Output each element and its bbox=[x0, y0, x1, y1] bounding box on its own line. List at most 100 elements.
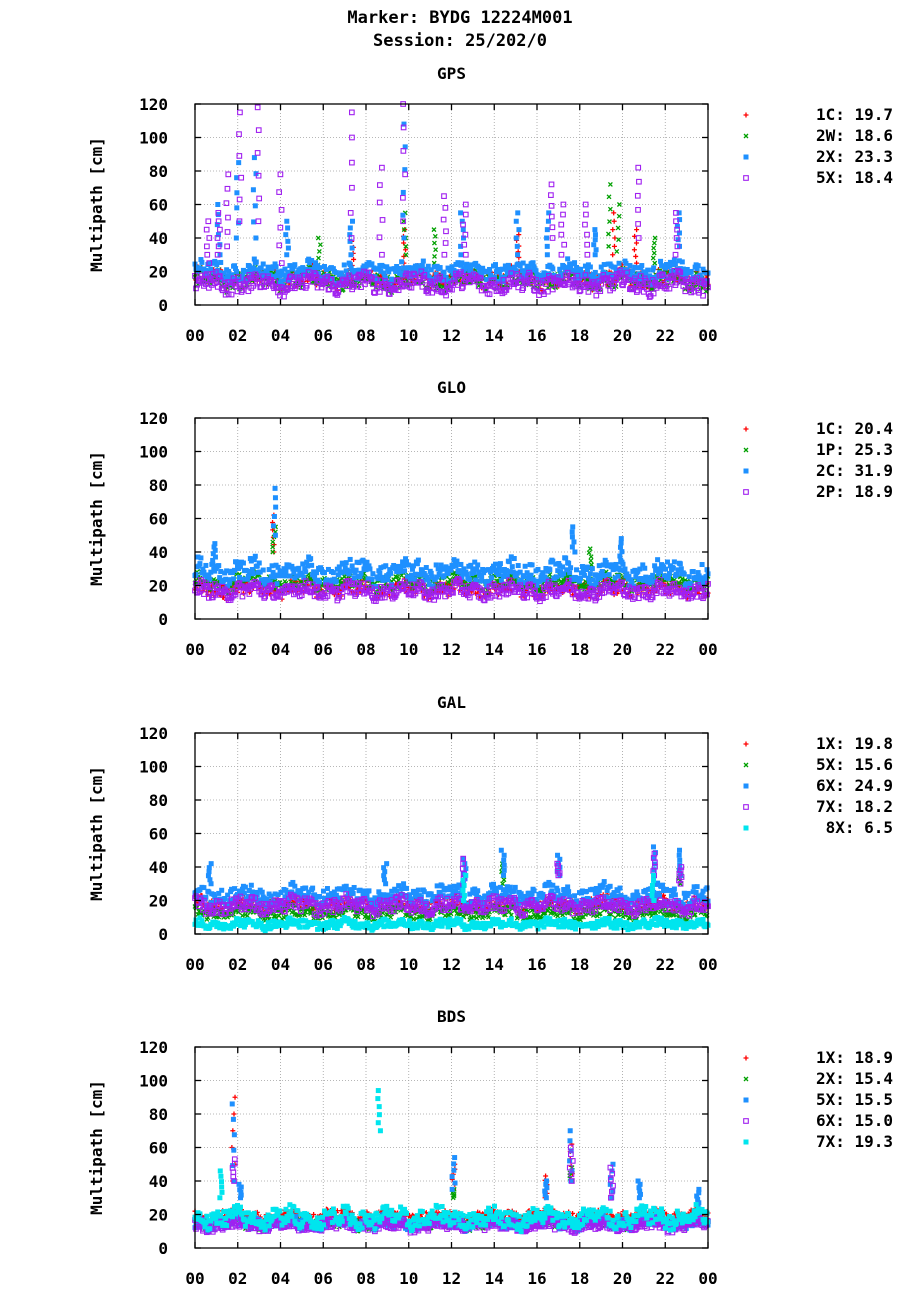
point-2x bbox=[592, 232, 598, 238]
point-1c bbox=[403, 247, 409, 253]
point-2c bbox=[699, 562, 705, 568]
point-2x bbox=[214, 222, 220, 228]
point-2x bbox=[396, 265, 402, 271]
y-tick-label: 80 bbox=[149, 162, 168, 181]
point-5x bbox=[237, 109, 243, 116]
point-2w bbox=[650, 255, 656, 261]
point-2c bbox=[296, 565, 302, 571]
point-2c bbox=[234, 559, 240, 565]
point-2c bbox=[203, 562, 209, 568]
point-2c bbox=[618, 540, 624, 546]
point-2c bbox=[547, 567, 553, 573]
x-tick-label: 00 bbox=[185, 640, 204, 659]
point-2c bbox=[458, 561, 464, 567]
point-2c bbox=[353, 567, 359, 573]
x-tick-label: 10 bbox=[399, 326, 418, 345]
point-2c bbox=[589, 566, 595, 572]
point-2x bbox=[513, 235, 519, 241]
point-5x bbox=[217, 226, 223, 233]
x-tick-label: 18 bbox=[570, 326, 589, 345]
legend-marker-5x bbox=[743, 175, 749, 181]
point-2c bbox=[665, 575, 671, 581]
legend-marker-1c bbox=[743, 112, 749, 118]
point-2w bbox=[652, 235, 658, 241]
point-2x bbox=[253, 235, 259, 241]
point-2x bbox=[348, 252, 354, 258]
x-tick-label: 00 bbox=[698, 326, 717, 345]
point-1p bbox=[587, 546, 593, 552]
point-2c bbox=[681, 571, 687, 577]
point-5x bbox=[205, 218, 212, 225]
legend-label-2p: 2P: 18.9 bbox=[816, 482, 893, 501]
y-tick-label: 20 bbox=[149, 263, 168, 282]
point-2x bbox=[593, 247, 599, 253]
point-5x bbox=[379, 251, 385, 258]
point-1c bbox=[631, 247, 637, 253]
point-2w bbox=[652, 260, 658, 266]
point-5x bbox=[636, 178, 642, 185]
point-2c bbox=[309, 562, 315, 568]
point-2c bbox=[568, 565, 574, 571]
point-5x bbox=[561, 241, 568, 248]
x-tick-label: 14 bbox=[485, 640, 504, 659]
x-tick-label: 04 bbox=[271, 326, 290, 345]
point-2x bbox=[544, 235, 550, 241]
point-2x bbox=[627, 263, 633, 269]
point-2w bbox=[651, 250, 657, 256]
point-2c bbox=[252, 553, 258, 559]
point-2c bbox=[415, 557, 421, 563]
point-2x bbox=[234, 269, 240, 275]
x-tick-label: 12 bbox=[442, 640, 461, 659]
point-5x bbox=[462, 211, 469, 218]
point-2x bbox=[572, 260, 578, 266]
point-5x bbox=[254, 104, 261, 111]
point-5x bbox=[379, 164, 385, 171]
point-2x bbox=[651, 265, 657, 271]
point-2x bbox=[233, 235, 239, 241]
point-2c bbox=[473, 577, 479, 583]
point-1c bbox=[611, 243, 617, 249]
x-tick-label: 02 bbox=[228, 640, 247, 659]
point-2c bbox=[240, 560, 246, 566]
x-tick-label: 08 bbox=[356, 640, 375, 659]
point-2w bbox=[315, 235, 321, 241]
point-2c bbox=[642, 565, 648, 571]
point-5x bbox=[224, 243, 230, 250]
point-5x bbox=[254, 150, 261, 156]
legend-label-1c: 1C: 20.4 bbox=[816, 419, 893, 438]
point-2x bbox=[458, 210, 464, 216]
point-2x bbox=[234, 190, 240, 196]
grid-gps bbox=[195, 104, 708, 305]
point-2c bbox=[193, 571, 199, 577]
point-2c bbox=[622, 566, 628, 572]
point-1c bbox=[351, 256, 357, 262]
point-2w bbox=[606, 194, 612, 200]
point-2c bbox=[216, 563, 222, 569]
y-tick-label: 20 bbox=[149, 577, 168, 596]
point-1c bbox=[611, 210, 617, 216]
point-2w bbox=[651, 245, 657, 251]
point-2c bbox=[569, 544, 575, 550]
point-1c bbox=[634, 227, 640, 233]
point-2c bbox=[497, 561, 503, 567]
point-5x bbox=[582, 221, 588, 228]
point-2x bbox=[592, 252, 598, 258]
point-2w bbox=[614, 248, 620, 254]
point-2x bbox=[420, 258, 426, 264]
point-2w bbox=[316, 255, 321, 261]
point-2c bbox=[528, 572, 534, 578]
point-5x bbox=[635, 164, 642, 171]
x-tick-label: 20 bbox=[613, 326, 632, 345]
point-2c bbox=[250, 571, 256, 577]
point-5x bbox=[347, 210, 354, 216]
point-5x bbox=[349, 184, 355, 191]
point-2x bbox=[688, 268, 694, 274]
point-2x bbox=[253, 259, 259, 265]
point-2c bbox=[260, 567, 266, 573]
point-2x bbox=[250, 187, 256, 193]
y-tick-label: 40 bbox=[149, 543, 168, 562]
point-5x bbox=[558, 221, 565, 228]
point-2w bbox=[607, 206, 613, 212]
point-5x bbox=[256, 195, 263, 202]
